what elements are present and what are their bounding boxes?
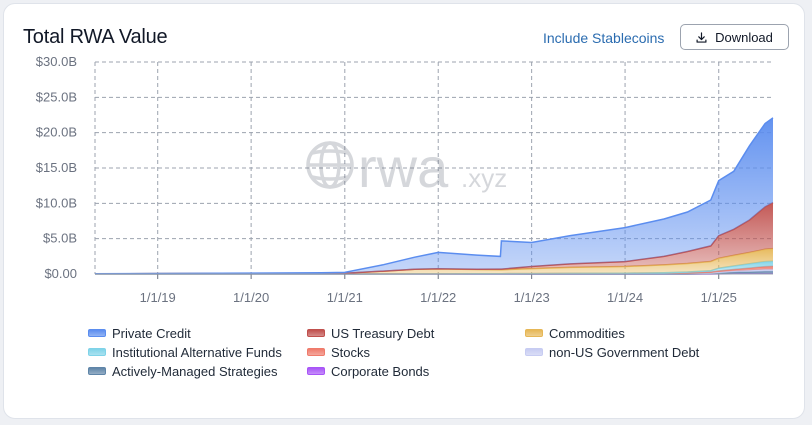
watermark-text: rwa [358, 136, 449, 199]
line-private-credit [94, 117, 774, 275]
x-tick-label: 1/1/20 [233, 290, 269, 305]
legend-label: non-US Government Debt [549, 344, 700, 360]
legend-swatch [525, 329, 543, 337]
y-tick-label: $20.0B [36, 125, 77, 140]
legend-swatch [307, 329, 325, 337]
y-tick-label: $25.0B [36, 89, 77, 104]
y-tick-label: $5.0B [43, 231, 77, 246]
watermark-suffix: .xyz [461, 163, 507, 193]
y-tick-label: $10.0B [36, 195, 77, 210]
y-tick-label: $0.00 [44, 266, 77, 281]
legend-label: Institutional Alternative Funds [112, 344, 282, 360]
legend-swatch [88, 367, 106, 375]
legend-label: Actively-Managed Strategies [112, 363, 278, 379]
x-tick-label: 1/1/19 [140, 290, 176, 305]
area-private-credit [95, 117, 773, 274]
legend-swatch [525, 348, 543, 356]
legend-item[interactable]: non-US Government Debt [525, 344, 699, 360]
download-label: Download [715, 29, 773, 45]
legend-swatch [88, 348, 106, 356]
chart-title: Total RWA Value [23, 26, 168, 48]
legend-label: Private Credit [112, 325, 191, 341]
legend-label: Corporate Bonds [331, 363, 430, 379]
legend-label: US Treasury Debt [331, 325, 435, 341]
include-stablecoins-link[interactable]: Include Stablecoins [543, 30, 665, 46]
legend-swatch [307, 367, 325, 375]
legend-item[interactable]: Actively-Managed Strategies [88, 363, 277, 379]
watermark: rwa .xyz [306, 136, 507, 199]
legend-item[interactable]: Commodities [525, 325, 625, 341]
legend-swatch [307, 348, 325, 356]
legend-label: Commodities [549, 325, 625, 341]
chart-card [3, 3, 805, 419]
x-tick-label: 1/1/23 [514, 290, 550, 305]
x-tick-label: 1/1/21 [327, 290, 363, 305]
legend-item[interactable]: Private Credit [88, 325, 191, 341]
y-tick-label: $15.0B [36, 160, 77, 175]
x-tick-label: 1/1/22 [420, 290, 456, 305]
y-tick-label: $30.0B [36, 54, 77, 69]
area-commodities [95, 248, 773, 274]
legend-item[interactable]: Institutional Alternative Funds [88, 344, 282, 360]
globe-icon [306, 141, 354, 189]
download-icon [696, 31, 707, 43]
legend-item[interactable]: Stocks [307, 344, 370, 360]
x-tick-label: 1/1/25 [701, 290, 737, 305]
download-button[interactable]: Download [680, 24, 789, 50]
legend-item[interactable]: US Treasury Debt [307, 325, 434, 341]
x-tick-label: 1/1/24 [607, 290, 643, 305]
legend-swatch [88, 329, 106, 337]
legend-item[interactable]: Corporate Bonds [307, 363, 429, 379]
legend-label: Stocks [331, 344, 371, 360]
